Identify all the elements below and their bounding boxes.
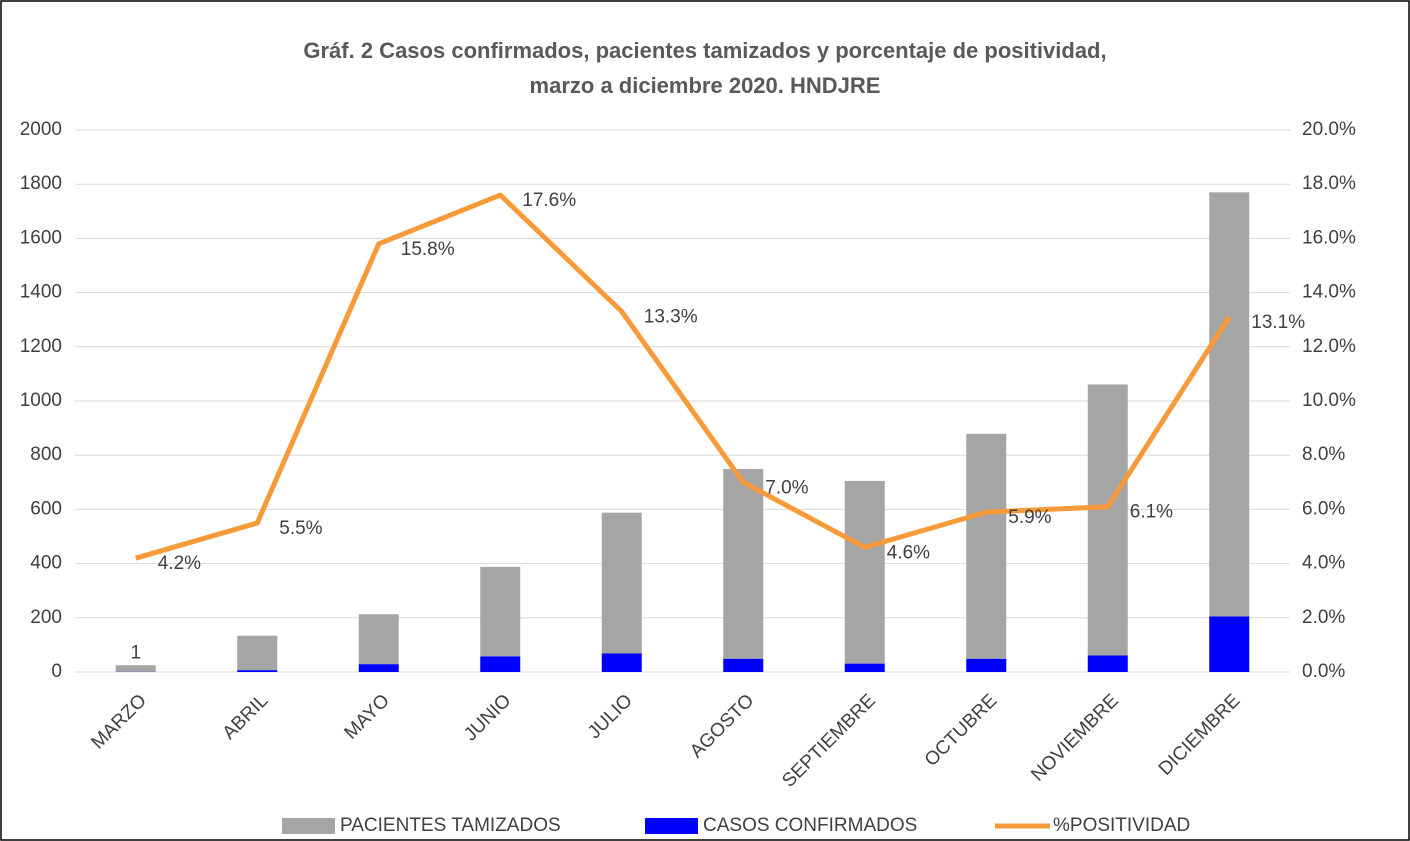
data-label: 1: [130, 643, 141, 664]
bar: [723, 469, 764, 659]
bar: [1087, 655, 1128, 672]
bar: [844, 480, 885, 664]
data-label: 13.1%: [1251, 312, 1305, 333]
y-tick-label: 1400: [20, 282, 62, 303]
bar: [358, 664, 399, 672]
y2-tick-label: 10.0%: [1302, 390, 1356, 411]
bar: [844, 663, 885, 672]
y2-tick-label: 20.0%: [1302, 119, 1356, 140]
y-tick-label: 1800: [20, 173, 62, 194]
data-label: 13.3%: [644, 307, 698, 328]
y2-tick-label: 0.0%: [1302, 661, 1345, 682]
y2-tick-label: 12.0%: [1302, 336, 1356, 357]
y2-tick-label: 18.0%: [1302, 173, 1356, 194]
y2-tick-label: 8.0%: [1302, 444, 1345, 465]
bar: [480, 656, 521, 672]
data-label: 7.0%: [765, 477, 808, 498]
y-tick-label: 600: [30, 498, 62, 519]
y2-tick-label: 16.0%: [1302, 227, 1356, 248]
bar: [601, 653, 642, 672]
data-label: 5.9%: [1008, 507, 1051, 528]
y2-tick-label: 14.0%: [1302, 282, 1356, 303]
y2-tick-label: 4.0%: [1302, 553, 1345, 574]
y2-tick-label: 6.0%: [1302, 498, 1345, 519]
bar: [601, 512, 642, 654]
y-tick-label: 0: [51, 661, 62, 682]
y-tick-label: 1200: [20, 336, 62, 357]
bar: [1087, 384, 1128, 656]
y-tick-label: 1000: [20, 390, 62, 411]
legend-label: CASOS CONFIRMADOS: [703, 815, 917, 836]
chart-title: Gráf. 2 Casos confirmados, pacientes tam…: [303, 38, 1106, 63]
data-label: 6.1%: [1130, 502, 1173, 523]
bar: [237, 670, 278, 672]
legend-swatch: [282, 818, 335, 834]
bar: [966, 658, 1007, 672]
bar: [237, 635, 278, 671]
bar: [115, 665, 156, 672]
line-series: [135, 192, 1232, 561]
y-tick-label: 200: [30, 607, 62, 628]
data-label: 17.6%: [522, 190, 576, 211]
bar: [480, 566, 521, 657]
chart-title: marzo a diciembre 2020. HNDJRE: [530, 73, 881, 98]
legend-swatch: [645, 818, 698, 834]
bar: [1209, 192, 1250, 617]
y-tick-label: 400: [30, 553, 62, 574]
y2-tick-label: 2.0%: [1302, 607, 1345, 628]
y-tick-label: 1600: [20, 227, 62, 248]
legend-label: PACIENTES TAMIZADOS: [340, 815, 561, 836]
data-label: 4.6%: [887, 542, 930, 563]
data-label: 4.2%: [158, 553, 201, 574]
y-tick-label: 2000: [20, 119, 62, 140]
data-label: 15.8%: [401, 239, 455, 260]
data-label: 5.5%: [279, 518, 322, 539]
bar: [358, 614, 399, 665]
bar: [966, 433, 1007, 659]
bar: [1209, 616, 1250, 672]
y-tick-label: 800: [30, 444, 62, 465]
legend-label: %POSITIVIDAD: [1053, 815, 1190, 836]
bar: [723, 658, 764, 672]
